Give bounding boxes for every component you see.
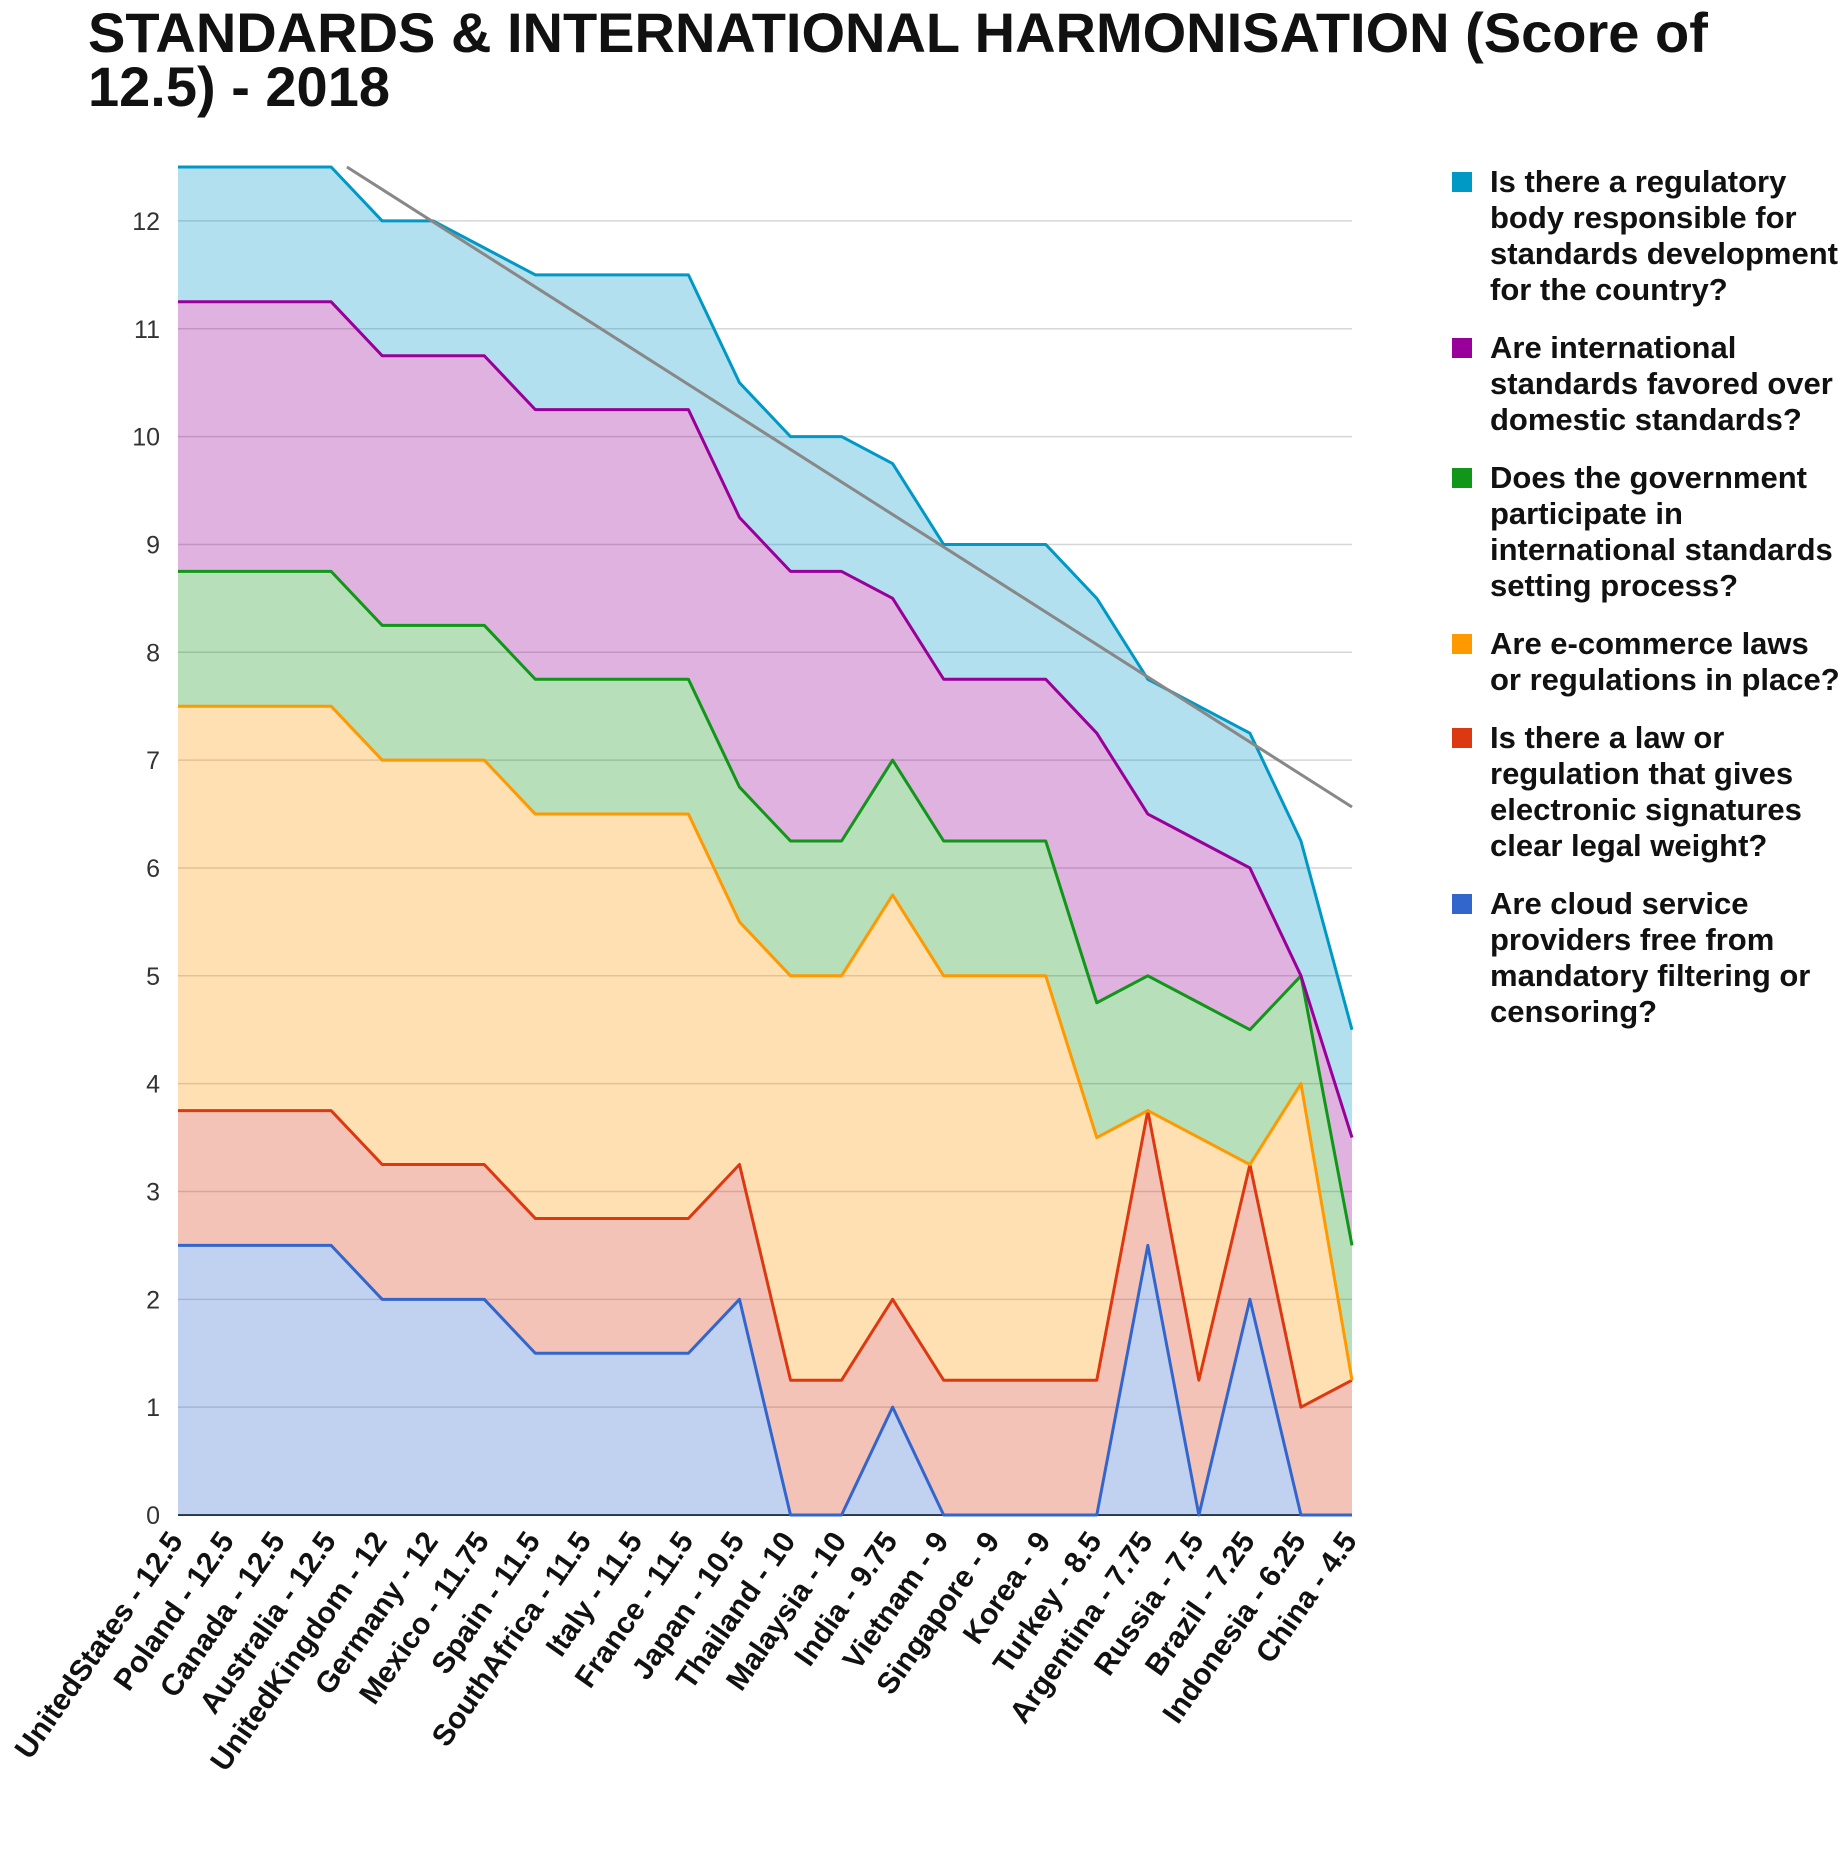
legend-swatch xyxy=(1452,634,1472,654)
y-tick-label: 4 xyxy=(146,1071,160,1099)
legend-label: Is there a regulatory body responsible f… xyxy=(1490,164,1838,307)
y-tick-label: 1 xyxy=(146,1394,160,1422)
series-line-5 xyxy=(178,300,1354,1139)
series-line-4 xyxy=(178,569,1354,1246)
legend-label: Are cloud service providers free from ma… xyxy=(1490,886,1811,1029)
legend-label: Are e-commerce laws or regulations in pl… xyxy=(1490,626,1840,697)
chart-title: STANDARDS & INTERNATIONAL HARMONISATION … xyxy=(88,1,1708,118)
y-tick-label: 7 xyxy=(146,747,160,775)
y-tick-label: 6 xyxy=(146,855,160,883)
legend-swatch xyxy=(1452,338,1472,358)
trendline-line xyxy=(346,165,1353,809)
stacked-areas xyxy=(178,167,1352,1515)
y-tick-label: 5 xyxy=(146,963,160,991)
y-tick-label: 9 xyxy=(146,531,160,559)
legend-item: Are international standards favored over… xyxy=(1452,330,1842,438)
y-tick-label: 11 xyxy=(134,316,160,344)
legend-item: Is there a law or regulation that gives … xyxy=(1452,720,1842,864)
legend-swatch xyxy=(1452,172,1472,192)
series-area-5 xyxy=(178,301,1352,1246)
series-area-4 xyxy=(178,571,1352,1381)
legend-label: Is there a law or regulation that gives … xyxy=(1490,720,1802,863)
legend-swatch xyxy=(1452,894,1472,914)
y-tick-label: 10 xyxy=(132,424,160,452)
y-tick-label: 0 xyxy=(146,1502,160,1530)
y-tick-label: 8 xyxy=(146,639,160,667)
series-area-3 xyxy=(178,706,1352,1408)
legend-item: Are e-commerce laws or regulations in pl… xyxy=(1452,626,1842,698)
series-area-1 xyxy=(178,1245,1352,1515)
series-line-1 xyxy=(178,1243,1352,1517)
series-line-2 xyxy=(178,1109,1353,1409)
y-tick-label: 12 xyxy=(132,208,160,236)
series-lines xyxy=(178,165,1354,1517)
legend-swatch xyxy=(1452,728,1472,748)
series-area-2 xyxy=(178,1110,1352,1515)
legend-swatch xyxy=(1452,468,1472,488)
y-tick-label: 2 xyxy=(146,1286,160,1314)
legend-item: Is there a regulatory body responsible f… xyxy=(1452,164,1842,308)
legend-label: Are international standards favored over… xyxy=(1490,330,1833,437)
legend-item: Are cloud service providers free from ma… xyxy=(1452,886,1842,1030)
legend-item: Does the government participate in inter… xyxy=(1452,460,1842,604)
y-tick-label: 3 xyxy=(146,1178,160,1206)
trendline xyxy=(346,165,1353,809)
legend: Is there a regulatory body responsible f… xyxy=(1452,164,1842,1052)
series-line-3 xyxy=(178,704,1354,1381)
legend-label: Does the government participate in inter… xyxy=(1490,460,1833,603)
series-area-6 xyxy=(178,167,1352,1138)
gridlines xyxy=(178,220,1352,1516)
